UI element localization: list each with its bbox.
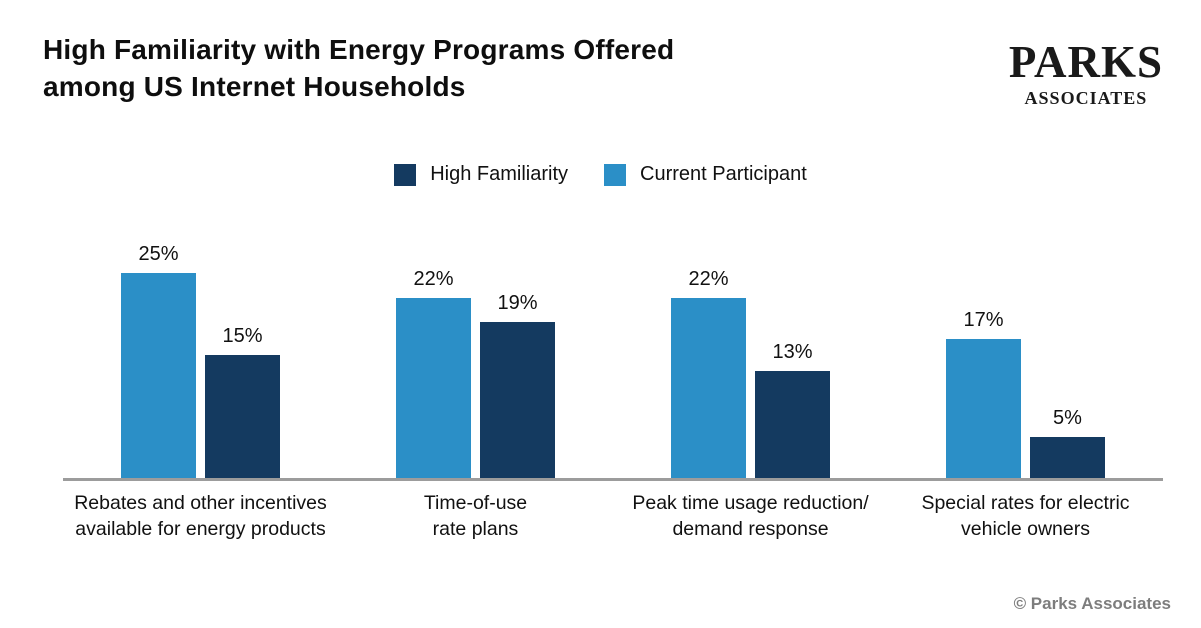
bar [480,322,555,478]
category-label: Rebates and other incentives available f… [74,492,327,541]
x-axis-line [63,478,1163,481]
bar-group: 22% 19% [338,268,613,478]
bar-column: 25% [121,243,196,478]
bar-column: 17% [946,309,1021,478]
bar-column: 13% [755,341,830,478]
bar [671,298,746,478]
legend-swatch [604,163,627,186]
bar [121,273,196,478]
parks-associates-logo: PARKS ASSOCIATES [1009,40,1163,109]
bar-column: 22% [396,268,471,478]
bar [755,371,830,478]
bar [396,298,471,478]
bar-column: 19% [480,292,555,478]
bar-value-label: 19% [497,292,538,314]
logo-line-associates: ASSOCIATES [1024,88,1148,108]
copyright-credit: © Parks Associates [1013,594,1171,613]
bar-group: 25% 15% [63,243,338,478]
bar-value-label: 13% [772,341,813,363]
legend-item: Current Participant [604,163,807,186]
bar-value-label: 5% [1053,407,1082,429]
bar-column: 15% [205,325,280,478]
category-label: Time-of-use rate plans [423,492,528,541]
bar-group: 17% 5% [888,309,1163,478]
bar-value-label: 22% [413,268,454,290]
bar-chart: 25% 15% 22% 19% 22% 13% 17% 5% [63,238,1163,478]
bar-group: 22% 13% [613,268,888,478]
bar [946,339,1021,478]
legend-swatch [394,163,417,186]
legend: High Familiarity Current Participant [0,163,1201,186]
bar [205,355,280,478]
category-labels: Rebates and other incentives available f… [63,490,1163,543]
category-label: Special rates for electric vehicle owner… [921,492,1130,541]
chart-title: High Familiarity with Energy Programs Of… [43,34,675,102]
bar-value-label: 15% [222,325,263,347]
bar-value-label: 17% [963,309,1004,331]
bar-column: 5% [1030,407,1105,478]
bar [1030,437,1105,478]
legend-label: High Familiarity [430,163,569,185]
legend-item: High Familiarity [394,163,568,186]
legend-label: Current Participant [640,163,807,185]
category-label: Peak time usage reduction/ demand respon… [632,492,869,541]
bar-value-label: 25% [138,243,179,265]
bar-value-label: 22% [688,268,729,290]
logo-line-parks: PARKS [1008,37,1163,87]
bar-column: 22% [671,268,746,478]
